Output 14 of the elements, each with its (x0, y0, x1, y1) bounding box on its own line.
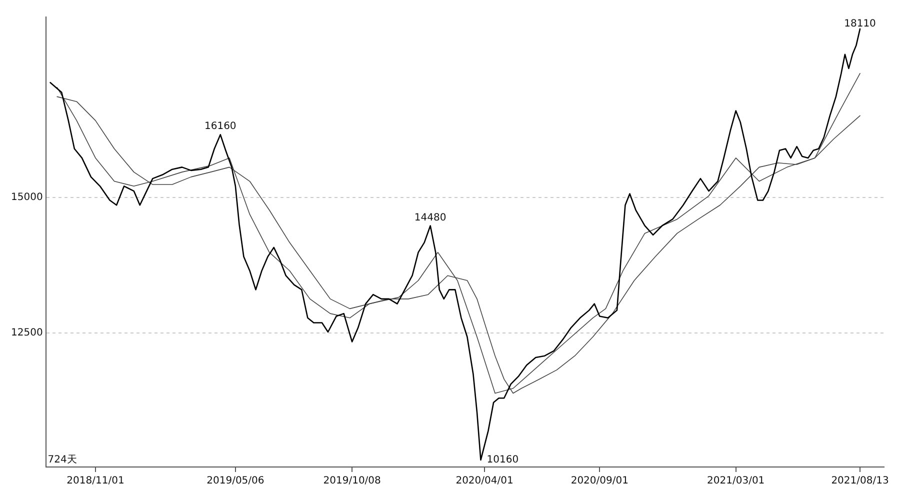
x-tick-label: 2021/08/13 (831, 476, 889, 487)
x-tick-label: 2019/10/08 (323, 476, 381, 487)
annotation: 18110 (844, 18, 876, 30)
annotation: 10160 (486, 454, 519, 466)
annotation: 724天 (48, 454, 77, 466)
x-tick-label: 2018/11/01 (66, 476, 124, 487)
y-tick-label: 15000 (11, 192, 43, 204)
annotation: 14480 (414, 212, 446, 224)
x-tick-label: 2020/09/01 (570, 476, 628, 487)
x-tick-label: 2020/04/01 (456, 476, 514, 487)
y-tick-label: 12500 (11, 328, 43, 339)
x-tick-label: 2019/05/06 (206, 476, 264, 487)
annotation: 16160 (204, 121, 236, 132)
x-tick-label: 2021/03/01 (707, 476, 765, 487)
